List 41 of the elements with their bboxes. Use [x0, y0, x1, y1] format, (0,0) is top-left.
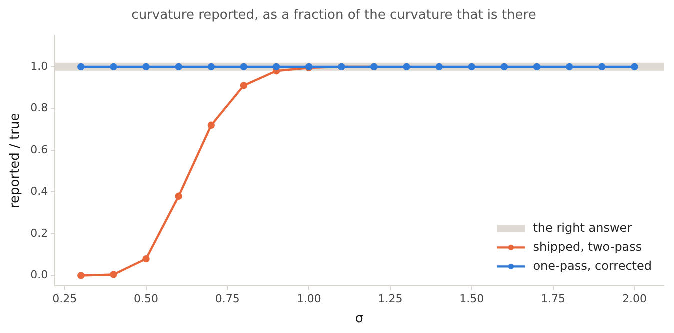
y-axis-title: reported / true: [8, 113, 24, 209]
x-tick-label: 1.50: [460, 292, 484, 306]
point: [142, 255, 150, 263]
x-tick-label: 0.75: [215, 292, 240, 306]
point: [272, 63, 280, 71]
legend-label: the right answer: [533, 220, 632, 235]
point: [175, 63, 182, 71]
chart-title: curvature reported, as a fraction of the curvature that is there: [132, 8, 536, 24]
point: [142, 63, 150, 71]
point: [631, 63, 638, 71]
x-tick-label: 2.00: [622, 292, 647, 306]
point: [566, 63, 574, 71]
y-tick-label: 0.2: [30, 226, 48, 240]
point: [110, 63, 118, 71]
point: [208, 122, 215, 129]
x-tick-label: 1.00: [296, 292, 322, 306]
x-axis-title: σ: [355, 312, 364, 327]
point: [436, 63, 443, 71]
point: [598, 63, 606, 71]
y-tick-label: 0.0: [30, 268, 48, 282]
y-tick-label: 0.8: [30, 102, 48, 115]
point: [240, 63, 248, 71]
x-tick-label: 1.25: [378, 292, 403, 306]
point: [208, 63, 215, 71]
point: [500, 63, 508, 71]
x-tick-label: 0.50: [134, 292, 159, 306]
point: [468, 63, 476, 71]
point: [403, 63, 410, 71]
point: [78, 272, 85, 280]
point: [78, 63, 85, 71]
x-tick-label: 0.25: [52, 292, 78, 306]
y-tick-label: 1.0: [30, 60, 48, 73]
legend-label: shipped, two-pass: [533, 240, 642, 254]
y-tick-label: 0.6: [30, 143, 48, 156]
point: [533, 63, 541, 71]
point: [175, 192, 182, 200]
y-tick-label: 0.4: [30, 185, 48, 198]
point: [110, 271, 118, 278]
x-tick-label: 1.75: [541, 292, 566, 306]
point: [240, 82, 248, 90]
legend-label: one-pass, corrected: [533, 258, 652, 273]
